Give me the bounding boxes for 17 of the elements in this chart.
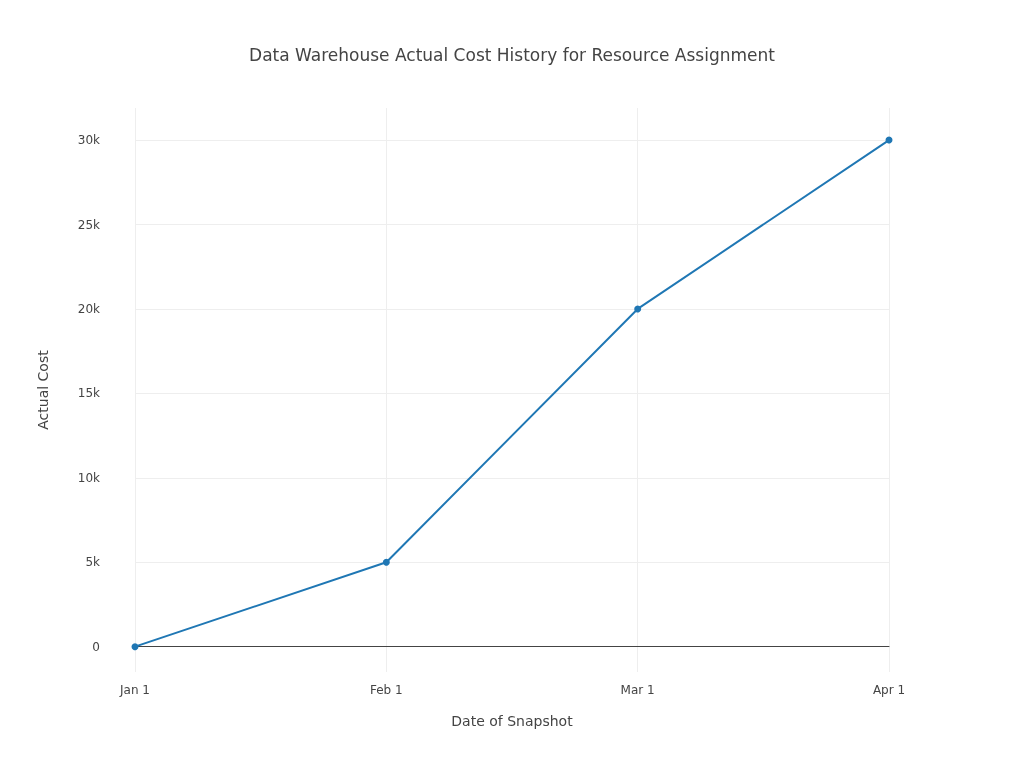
y-tick-label: 10k	[77, 470, 101, 485]
x-tick-label: Feb 1	[369, 683, 403, 697]
x-axis-title: Date of Snapshot	[451, 713, 574, 729]
y-tick-label: 25k	[77, 217, 101, 232]
y-tick-label: 20k	[77, 301, 101, 316]
y-tick-label: 5k	[85, 555, 101, 570]
x-tick-label: Mar 1	[620, 683, 655, 697]
y-axis-title: Actual Cost	[35, 349, 51, 430]
point	[634, 305, 642, 313]
chart-title: Data Warehouse Actual Cost History for Resource Assignment	[249, 44, 776, 65]
x-tick-label: Jan 1	[119, 683, 150, 697]
point	[382, 558, 390, 566]
y-tick-label: 0	[92, 639, 100, 654]
y-tick-label: 30k	[77, 133, 101, 148]
x-tick-label: Apr 1	[872, 683, 906, 697]
y-tick-label: 15k	[77, 386, 101, 401]
point	[131, 643, 139, 651]
